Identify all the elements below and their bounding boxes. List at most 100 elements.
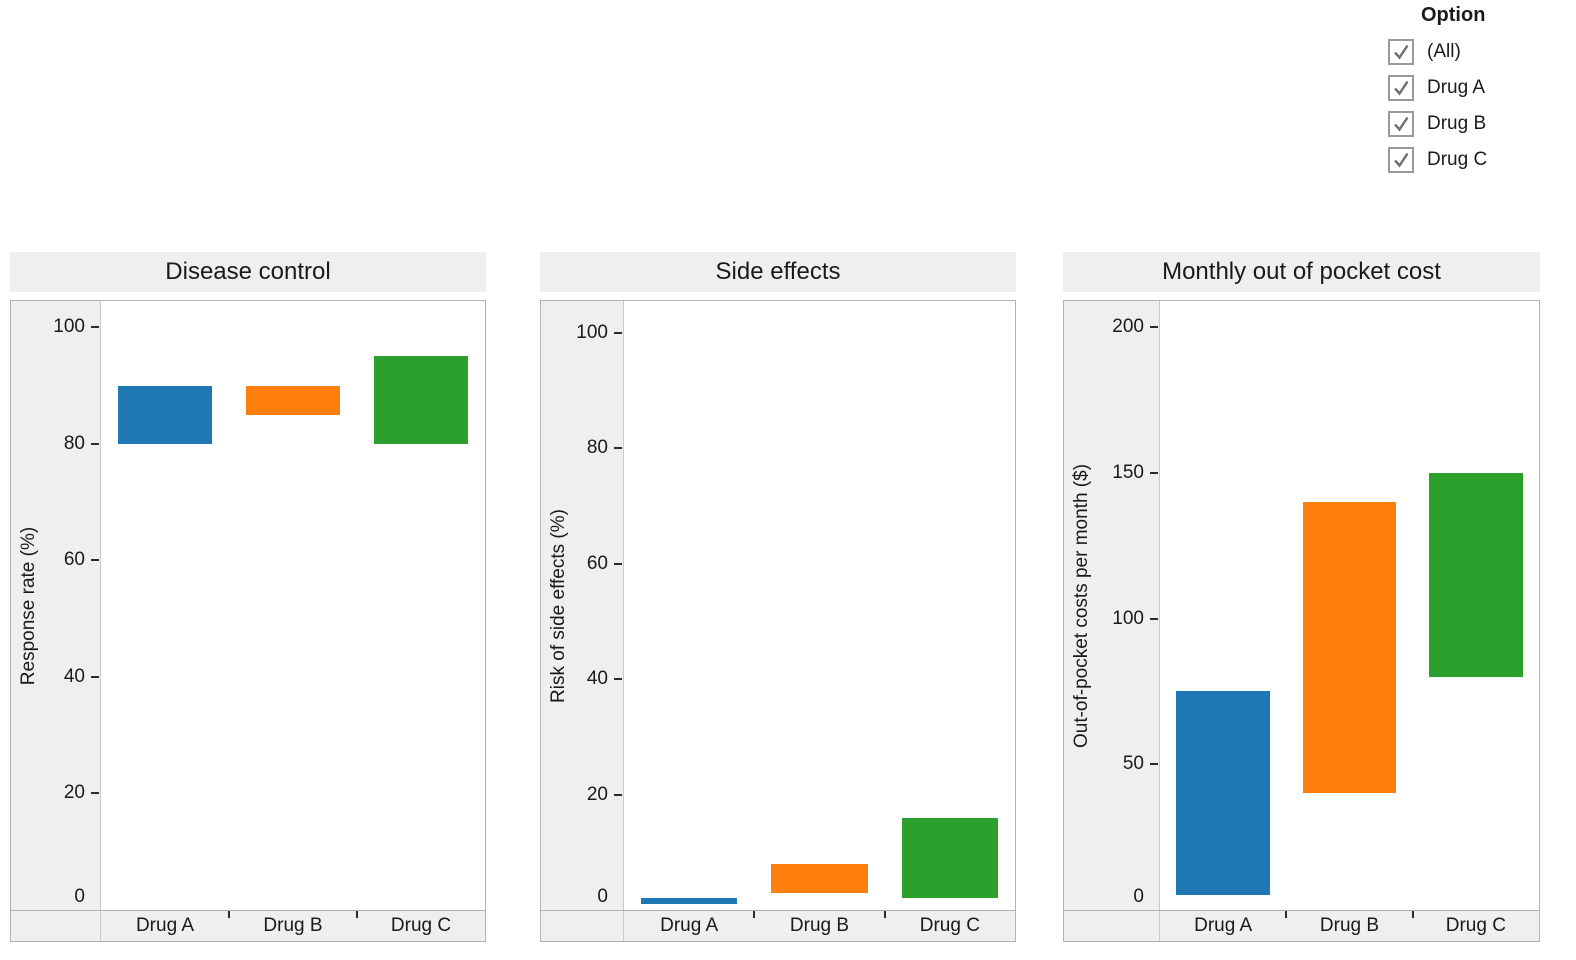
chart-title-strip: Disease control — [10, 252, 486, 292]
plot-block: Response rate (%) 0 20 40 60 80 100 — [10, 300, 486, 911]
y-axis-tick-label: 150 — [1112, 461, 1144, 483]
y-axis-band: Response rate (%) 0 20 40 60 80 100 — [11, 301, 101, 910]
category-label-drug-b[interactable]: Drug B — [263, 915, 323, 936]
y-axis-tick-mark — [614, 331, 622, 334]
checkmark-icon — [1394, 116, 1409, 131]
chart-pane — [1160, 301, 1539, 910]
category-boundary-tick — [1411, 911, 1414, 918]
plot-block: Risk of side effects (%) 0 20 40 60 80 100 — [540, 300, 1016, 911]
category-label-drug-c[interactable]: Drug C — [919, 915, 980, 936]
filter-option-row[interactable]: Drug C — [1388, 146, 1488, 173]
filter-option-row[interactable]: Drug B — [1388, 110, 1487, 137]
category-boundary-tick — [753, 911, 756, 918]
chart-section-side-effects: Side effects Risk of side effects (%) 0 2… — [540, 252, 1016, 942]
y-axis-tick-label: 60 — [586, 552, 608, 574]
filter-option-label[interactable]: Drug B — [1427, 112, 1487, 134]
y-axis-tick-label: 50 — [1122, 753, 1144, 775]
checkmark-icon — [1394, 80, 1409, 95]
y-axis-title: Response rate (%) — [18, 526, 39, 685]
y-axis-tick-mark — [91, 326, 99, 329]
y-axis-band: Out-of-pocket costs per month ($) 0 50 100… — [1064, 301, 1160, 910]
y-axis-tick-mark — [614, 447, 622, 450]
filter-option-label[interactable]: (All) — [1427, 40, 1461, 62]
y-axis-tick-mark — [614, 562, 622, 565]
chart-title: Monthly out of pocket cost — [1162, 258, 1441, 285]
filter-option-row[interactable]: Drug A — [1388, 74, 1487, 101]
y-axis-tick-label: 0 — [74, 886, 85, 907]
y-axis-tick-mark — [614, 678, 622, 681]
y-axis-tick-mark — [614, 793, 622, 796]
y-axis-tick-mark — [1150, 763, 1158, 766]
y-axis-tick-mark — [91, 559, 99, 562]
bar-drug-a[interactable] — [1176, 691, 1270, 896]
checkbox-drug-b[interactable] — [1388, 110, 1414, 137]
bar-drug-c[interactable] — [373, 356, 469, 444]
y-axis-tick-label: 40 — [586, 668, 608, 690]
y-axis-tick-label: 40 — [63, 665, 85, 687]
chart-pane — [624, 301, 1015, 910]
category-boundary-tick — [356, 911, 358, 918]
chart-title: Side effects — [715, 258, 841, 285]
y-axis-tick-label: 100 — [576, 321, 608, 343]
axis-corner-cell — [1064, 911, 1160, 941]
y-axis-tick-mark — [1150, 471, 1158, 474]
category-header-row: Drug A Drug B Drug C — [624, 911, 1015, 941]
y-axis-tick-label: 20 — [586, 783, 608, 805]
bar-drug-b[interactable] — [1302, 502, 1397, 794]
category-label-drug-c[interactable]: Drug C — [390, 915, 452, 936]
checkbox-drug-a[interactable] — [1388, 74, 1414, 101]
filter-option-label[interactable]: Drug C — [1427, 148, 1488, 170]
y-axis-tick-label: 0 — [1133, 886, 1144, 907]
chart-title-strip: Monthly out of pocket cost — [1063, 252, 1540, 292]
category-header-row: Drug A Drug B Drug C — [101, 911, 485, 941]
x-axis-strip: Drug A Drug B Drug C — [540, 911, 1016, 942]
category-label-drug-a[interactable]: Drug A — [660, 915, 719, 936]
bar-drug-b[interactable] — [771, 863, 868, 893]
category-header-row: Drug A Drug B Drug C — [1160, 911, 1539, 941]
y-axis-tick-mark — [91, 792, 99, 795]
y-axis-tick-label: 80 — [63, 432, 85, 454]
chart-section-disease-control: Disease control Response rate (%) 0 20 40 6… — [10, 252, 486, 942]
checkmark-icon — [1394, 44, 1409, 59]
bar-drug-c[interactable] — [901, 817, 999, 899]
category-label-drug-b[interactable]: Drug B — [1319, 915, 1380, 936]
checkbox-drug-c[interactable] — [1388, 146, 1414, 173]
x-axis-strip: Drug A Drug B Drug C — [10, 911, 486, 942]
y-axis-band: Risk of side effects (%) 0 20 40 60 80 100 — [541, 301, 624, 910]
bar-drug-a[interactable] — [117, 385, 213, 444]
y-axis-tick-label: 200 — [1112, 316, 1144, 338]
filter-option-label[interactable]: Drug A — [1427, 76, 1486, 98]
y-axis-title: Out-of-pocket costs per month ($) — [1071, 463, 1092, 748]
chart-pane — [101, 301, 485, 910]
filter-panel: Option (All) Drug A Drug B Drug C — [1388, 4, 1487, 183]
axis-corner-cell — [541, 911, 624, 941]
category-label-drug-b[interactable]: Drug B — [789, 915, 850, 936]
y-axis-tick-mark — [1150, 617, 1158, 620]
y-axis-tick-label: 60 — [63, 549, 85, 571]
checkbox--all-[interactable] — [1388, 38, 1414, 65]
bar-drug-a[interactable] — [640, 898, 738, 905]
bar-drug-b[interactable] — [245, 385, 341, 415]
filter-option-row[interactable]: (All) — [1388, 38, 1487, 65]
category-boundary-tick — [228, 911, 230, 918]
filter-title: Option — [1421, 4, 1486, 26]
x-axis-strip: Drug A Drug B Drug C — [1063, 911, 1540, 942]
category-label-drug-a[interactable]: Drug A — [135, 915, 195, 936]
filter-options: (All) Drug A Drug B Drug C — [1388, 38, 1488, 173]
y-axis-tick-mark — [1150, 326, 1158, 329]
bar-drug-c[interactable] — [1429, 472, 1523, 677]
y-axis-tick-mark — [91, 675, 99, 678]
y-axis-tick-label: 100 — [1112, 607, 1144, 629]
checkmark-icon — [1394, 152, 1409, 167]
y-axis-tick-label: 0 — [597, 886, 608, 907]
category-label-drug-a[interactable]: Drug A — [1194, 915, 1253, 936]
category-label-drug-c[interactable]: Drug C — [1445, 915, 1506, 936]
y-axis-title: Risk of side effects (%) — [548, 508, 569, 703]
chart-title-strip: Side effects — [540, 252, 1016, 292]
category-boundary-tick — [883, 911, 886, 918]
plot-block: Out-of-pocket costs per month ($) 0 50 100… — [1063, 300, 1540, 911]
axis-corner-cell — [11, 911, 101, 941]
category-boundary-tick — [1285, 911, 1288, 918]
chart-title: Disease control — [165, 258, 331, 285]
